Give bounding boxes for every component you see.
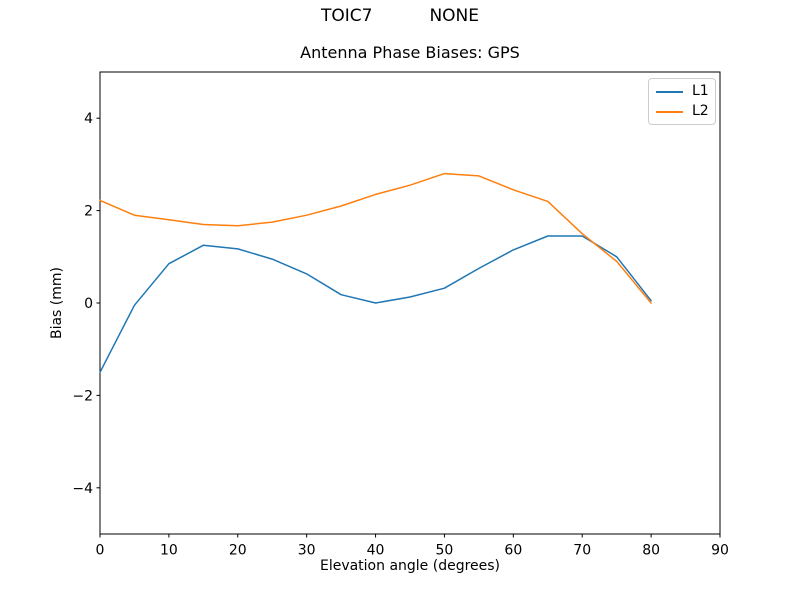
x-tick-label: 40 — [367, 543, 385, 559]
legend-row-l2: L2 — [656, 103, 709, 119]
series-line-l2 — [99, 172, 652, 304]
x-tick-label: 0 — [96, 543, 105, 559]
x-tick-label: 50 — [436, 543, 454, 559]
x-tick-label: 70 — [573, 543, 591, 559]
y-tick-label: −2 — [72, 388, 93, 404]
legend-label-l1: L1 — [692, 83, 709, 99]
y-tick-label: 2 — [84, 204, 93, 220]
chart-title: Antenna Phase Biases: GPS — [300, 43, 520, 62]
x-tick-label: 30 — [298, 543, 316, 559]
x-tick-label: 20 — [229, 543, 247, 559]
x-tick-label: 60 — [504, 543, 522, 559]
x-tick-label: 80 — [642, 543, 660, 559]
legend-line-l2-icon — [656, 110, 683, 113]
legend: L1 L2 — [648, 78, 716, 125]
legend-row-l1: L1 — [656, 83, 709, 99]
y-tick-label: −4 — [72, 481, 93, 497]
y-tick-label: 0 — [84, 296, 93, 312]
suptitle-receiver: NONE — [429, 6, 480, 26]
legend-label-l2: L2 — [692, 103, 709, 119]
figure-suptitle: TOIC7 NONE — [0, 7, 800, 26]
x-axis-label: Elevation angle (degrees) — [319, 558, 501, 574]
y-tick-label: 4 — [84, 111, 93, 127]
axes-frame — [99, 71, 721, 535]
x-tick-label: 10 — [160, 543, 178, 559]
legend-line-l1-icon — [656, 90, 683, 93]
y-axis-label: Bias (mm) — [49, 266, 65, 340]
suptitle-station: TOIC7 — [320, 6, 373, 26]
x-tick-label: 90 — [711, 543, 729, 559]
series-line-l1 — [99, 235, 652, 374]
